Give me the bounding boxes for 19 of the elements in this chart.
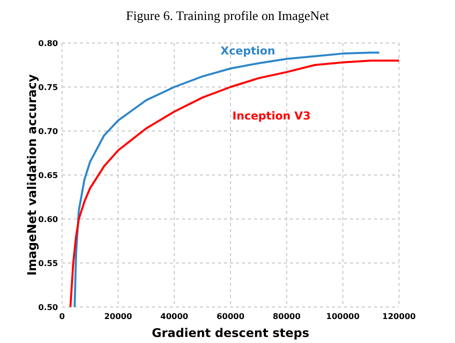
- x-tick-label: 80000: [272, 312, 302, 321]
- x-axis-title: Gradient descent steps: [152, 326, 310, 340]
- x-tick-label: 60000: [216, 312, 245, 321]
- y-tick-label: 0.50: [38, 303, 58, 312]
- y-axis-title: ImageNet validation accuracy: [25, 74, 39, 276]
- x-tick-label: 20000: [104, 312, 133, 321]
- y-tick-label: 0.65: [38, 171, 58, 180]
- x-tick-label: 120000: [382, 312, 416, 321]
- y-tick-label: 0.70: [38, 127, 58, 136]
- chart-title: Figure 6. Training profile on ImageNet: [126, 8, 330, 23]
- y-tick-label: 0.55: [38, 259, 58, 268]
- y-tick-label: 0.60: [38, 215, 58, 224]
- series-label: Inception V3: [232, 110, 311, 123]
- series-label: Xception: [220, 44, 276, 58]
- x-tick-label: 40000: [160, 312, 189, 321]
- x-tick-label: 100000: [326, 312, 360, 321]
- y-tick-label: 0.80: [38, 39, 58, 48]
- x-tick-label: 0: [59, 312, 66, 321]
- y-tick-label: 0.75: [38, 83, 58, 92]
